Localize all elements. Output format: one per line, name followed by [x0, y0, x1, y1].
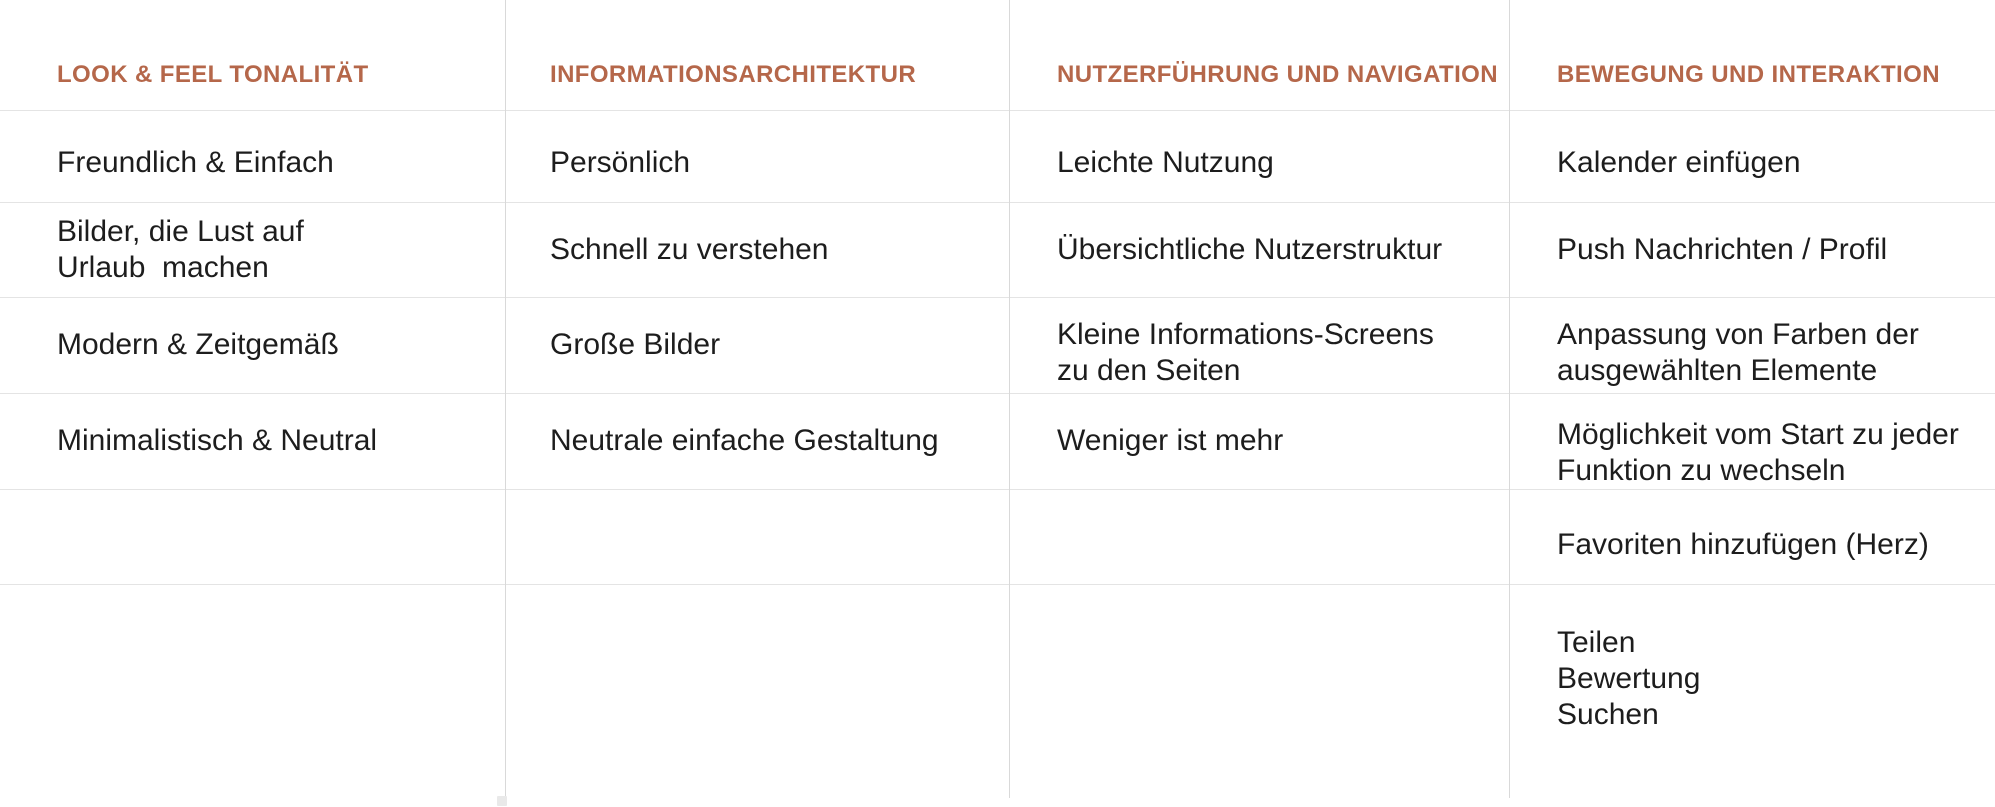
- row-divider-3: [0, 297, 1995, 298]
- cell-infoarch-row4: Neutrale einfache Gestaltung: [550, 424, 939, 457]
- cell-navigation-row1: Leichte Nutzung: [1057, 146, 1274, 179]
- cell-navigation-row6-empty: [1009, 584, 1509, 807]
- line-resize-handle[interactable]: [497, 796, 507, 806]
- column-divider-2: [1009, 0, 1010, 798]
- cell-lookfeel-row3: Modern & Zeitgemäß: [57, 328, 339, 361]
- cell-lookfeel-row2: Bilder, die Lust auf Urlaub machen: [57, 214, 304, 284]
- column-header-nutzerfuehrung-navigation: NUTZERFÜHRUNG UND NAVIGATION: [1057, 61, 1498, 88]
- cell-lookfeel-row5-empty: [0, 489, 505, 584]
- row-divider-6: [0, 584, 1995, 585]
- cell-interaktion-row1: Kalender einfügen: [1557, 146, 1801, 179]
- cell-infoarch-row6-empty: [505, 584, 1009, 807]
- cell-navigation-row4: Weniger ist mehr: [1057, 424, 1284, 457]
- column-divider-3: [1509, 0, 1510, 798]
- cell-interaktion-row6: Teilen Bewertung Suchen: [1557, 626, 1701, 731]
- row-divider-5: [0, 489, 1995, 490]
- column-header-look-feel-tonalitaet: LOOK & FEEL TONALITÄT: [57, 61, 369, 88]
- cell-infoarch-row5-empty: [505, 489, 1009, 584]
- cell-infoarch-row1: Persönlich: [550, 146, 691, 179]
- cell-lookfeel-row1: Freundlich & Einfach: [57, 146, 334, 179]
- cell-interaktion-row2: Push Nachrichten / Profil: [1557, 232, 1888, 266]
- column-divider-1: [505, 0, 506, 798]
- cell-navigation-row2: Übersichtliche Nutzerstruktur: [1057, 232, 1443, 266]
- cell-lookfeel-row6-empty: [0, 584, 505, 807]
- row-divider-4: [0, 393, 1995, 394]
- cell-interaktion-row4: Möglichkeit vom Start zu jeder Funktion …: [1557, 418, 1959, 487]
- cell-interaktion-row3: Anpassung von Farben der ausgewählten El…: [1557, 318, 1919, 387]
- cell-infoarch-row3: Große Bilder: [550, 328, 721, 361]
- column-header-bewegung-interaktion: BEWEGUNG UND INTERAKTION: [1557, 61, 1940, 88]
- column-header-informationsarchitektur: INFORMATIONSARCHITEKTUR: [550, 61, 917, 88]
- cell-navigation-row3: Kleine Informations-Screens zu den Seite…: [1057, 318, 1434, 387]
- cell-lookfeel-row4: Minimalistisch & Neutral: [57, 424, 378, 457]
- cell-interaktion-row5: Favoriten hinzufügen (Herz): [1557, 527, 1929, 561]
- row-divider-2: [0, 202, 1995, 203]
- row-divider-1: [0, 110, 1995, 111]
- cell-infoarch-row2: Schnell zu verstehen: [550, 232, 829, 266]
- cell-navigation-row5-empty: [1009, 489, 1509, 584]
